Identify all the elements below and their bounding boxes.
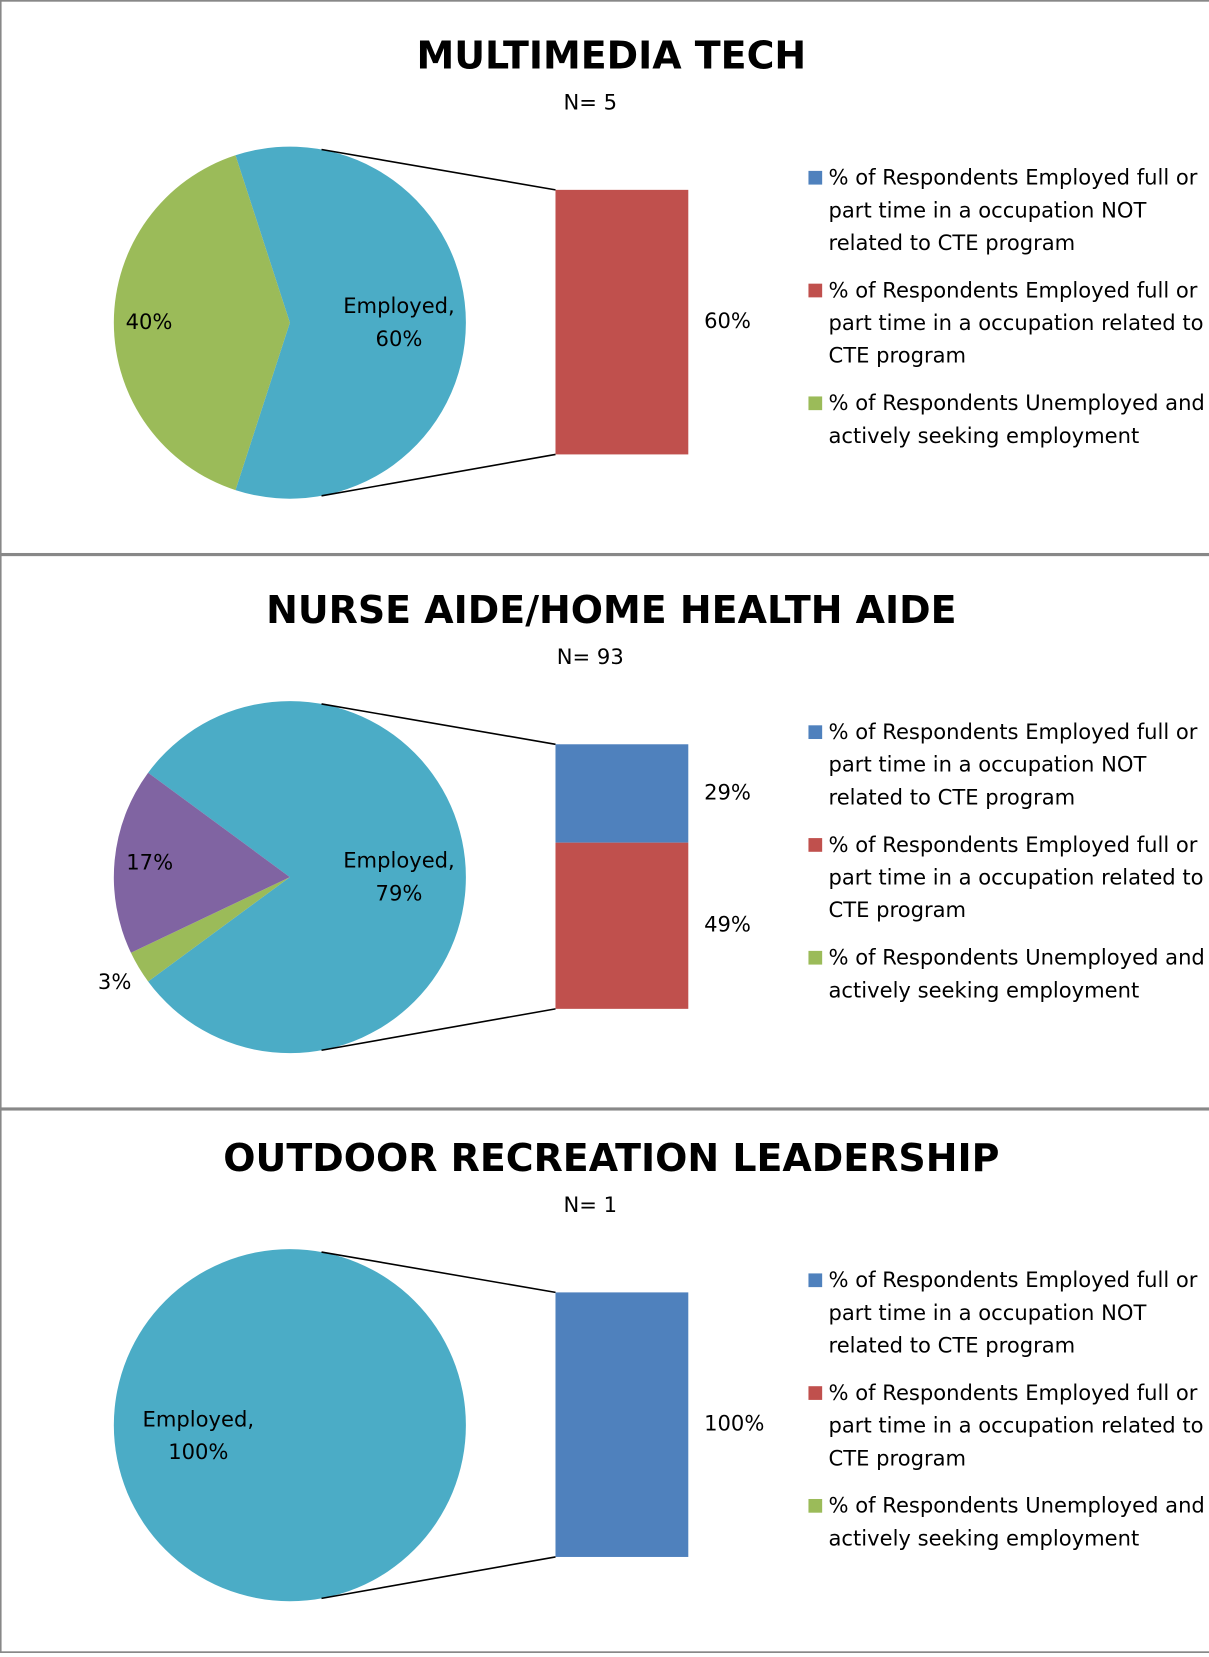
bar-label: 60%: [704, 308, 751, 333]
legend-label-box: % of Respondents Employed full or part t…: [828, 831, 1204, 923]
connector: [321, 1008, 556, 1052]
legend-swatch: [808, 1386, 823, 1400]
legend-label-box: % of Respondents Unemployed and actively…: [828, 944, 1205, 1003]
chart-title: MULTIMEDIA TECH: [417, 34, 807, 78]
bar-segment: [555, 842, 689, 1009]
connector: [321, 703, 556, 746]
legend-swatch: [808, 170, 823, 185]
pie-slice: [130, 877, 290, 982]
pie-slice: [113, 772, 290, 953]
chart-subtitle: N= 5: [563, 89, 617, 114]
legend-label-box: % of Respondents Employed full or part t…: [828, 1379, 1204, 1471]
chart-subtitle: N= 93: [557, 644, 624, 669]
legend-label-box: % of Respondents Employed full or part t…: [828, 1267, 1198, 1358]
panel: [0, 1108, 1209, 1654]
pie-label-box: 17%: [126, 850, 174, 876]
bar-segment: [555, 189, 689, 455]
pie-label: Employed, 100%: [142, 1406, 255, 1465]
pie-label-box: Employed, 79%: [343, 847, 455, 906]
bar-label: 100%: [704, 1411, 764, 1436]
connector: [321, 148, 556, 191]
legend-label-box: % of Respondents Employed full or part t…: [828, 277, 1204, 368]
pie-slice: [148, 701, 466, 1054]
legend-label: % of Respondents Employed full or part t…: [828, 164, 1198, 256]
bar-label: 49%: [704, 912, 751, 937]
bar-segment: [555, 1292, 689, 1557]
bar-label: 29%: [704, 779, 751, 804]
legend-swatch: [808, 1498, 823, 1513]
legend-label: % of Respondents Employed full or part t…: [828, 277, 1204, 368]
connector: [321, 1556, 556, 1600]
pie-label: 17%: [126, 850, 174, 876]
legend-label-box: % of Respondents Employed full or part t…: [828, 718, 1198, 810]
legend-label: % of Respondents Employed full or part t…: [828, 718, 1198, 810]
legend-label-box: % of Respondents Unemployed and actively…: [828, 1492, 1205, 1551]
chart-subtitle: N= 1: [563, 1192, 617, 1217]
pie-slice: [113, 1249, 466, 1602]
pie-label-box: Employed, 100%: [142, 1406, 255, 1465]
bar-segment: [555, 744, 689, 843]
pie-label: 3%: [97, 968, 132, 994]
pie-label: Employed, 60%: [343, 293, 455, 352]
legend-label: % of Respondents Employed full or part t…: [828, 1379, 1204, 1471]
legend-swatch: [808, 838, 823, 852]
pie-label-box: 3%: [97, 968, 132, 994]
legend-swatch: [808, 1273, 823, 1288]
legend-label: % of Respondents Employed full or part t…: [828, 1267, 1198, 1358]
legend-swatch: [808, 725, 823, 740]
pie-slice: [113, 155, 290, 491]
connector: [321, 1251, 556, 1294]
chart-title: NURSE AIDE/HOME HEALTH AIDE: [266, 588, 956, 632]
legend-label: % of Respondents Employed full or part t…: [828, 831, 1204, 923]
chart-title: OUTDOOR RECREATION LEADERSHIP: [223, 1136, 999, 1180]
legend-label: % of Respondents Unemployed and actively…: [828, 390, 1205, 449]
pie-label-box: 40%: [125, 308, 173, 335]
pie-label: Employed, 79%: [343, 847, 455, 906]
legend-label: % of Respondents Unemployed and actively…: [828, 1492, 1205, 1551]
pie-label-box: Employed, 60%: [343, 293, 455, 352]
pie-label: 40%: [125, 308, 173, 335]
pie-slice: [235, 146, 466, 499]
legend-swatch: [808, 396, 823, 411]
connector: [321, 453, 556, 497]
legend-swatch: [808, 283, 823, 298]
legend-swatch: [808, 950, 823, 965]
legend-label-box: % of Respondents Employed full or part t…: [828, 164, 1198, 256]
legend-label: % of Respondents Unemployed and actively…: [828, 944, 1205, 1003]
legend-label-box: % of Respondents Unemployed and actively…: [828, 390, 1205, 449]
